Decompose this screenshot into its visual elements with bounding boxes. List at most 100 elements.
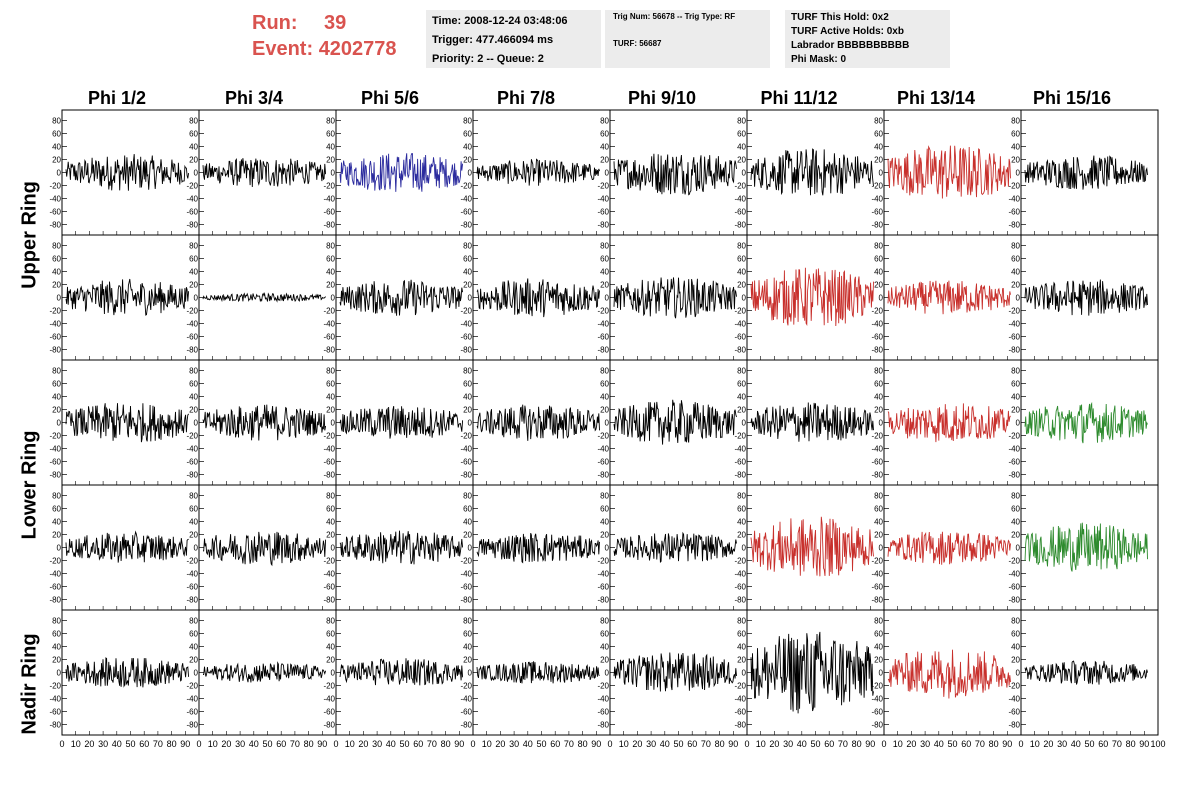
y-tick-label: 80 [52,117,61,126]
waveform-trace [887,403,1011,443]
y-tick-label: -40 [597,195,609,204]
y-tick-label: 0 [605,294,610,303]
waveform-trace [476,661,600,684]
y-tick-label: -20 [871,432,883,441]
y-tick-label: 60 [874,380,883,389]
y-tick-label: 80 [463,117,472,126]
waveform-trace [476,278,600,318]
y-tick-label: -80 [597,596,609,605]
x-tick-label: 80 [167,739,177,749]
y-tick-label: -80 [871,346,883,355]
y-tick-label: -80 [323,346,335,355]
x-tick-label: 70 [290,739,300,749]
y-tick-label: 60 [189,505,198,514]
y-tick-label: 20 [737,406,746,415]
x-tick-label: 40 [660,739,670,749]
y-tick-label: 0 [1016,294,1021,303]
x-tick-label: 20 [221,739,231,749]
x-tick-label: 70 [564,739,574,749]
time-line: Time: 2008-12-24 03:48:06 [432,15,568,27]
run-event-box: Run: 39 Event: 4202778 [252,10,397,62]
waveform-trace [65,657,190,688]
y-tick-label: 0 [194,294,199,303]
y-tick-label: 40 [874,518,883,527]
y-tick-label: 20 [874,281,883,290]
y-tick-label: 40 [1011,393,1020,402]
y-tick-label: -40 [323,320,335,329]
y-tick-label: 80 [1011,492,1020,501]
x-tick-label: 0 [59,739,64,749]
y-tick-label: 0 [57,669,62,678]
y-tick-label: -80 [323,471,335,480]
y-tick-label: 0 [331,544,336,553]
x-tick-label: 20 [632,739,642,749]
y-tick-label: 60 [874,630,883,639]
y-tick-label: 0 [742,669,747,678]
y-tick-label: -20 [323,557,335,566]
y-tick-label: -20 [597,307,609,316]
y-tick-label: -20 [186,307,198,316]
y-tick-label: -80 [597,346,609,355]
y-tick-label: -60 [323,583,335,592]
y-tick-label: -40 [186,570,198,579]
x-tick-label: 0 [196,739,201,749]
y-tick-label: 80 [326,117,335,126]
y-tick-label: 40 [52,518,61,527]
x-tick-label: 40 [386,739,396,749]
y-tick-label: 0 [879,294,884,303]
panel-frame [61,234,200,361]
y-tick-label: -80 [871,596,883,605]
x-tick-label: 50 [810,739,820,749]
y-tick-label: 60 [600,380,609,389]
y-tick-label: -40 [734,695,746,704]
phi-label-5: Phi 9/10 [627,88,697,108]
waveform-trace [750,148,874,196]
y-tick-label: -60 [49,708,61,717]
turf-active-line: TURF Active Holds: 0xb [791,26,904,37]
y-tick-label: -40 [734,445,746,454]
y-tick-label: -20 [460,307,472,316]
y-tick-label: -40 [49,695,61,704]
y-tick-label: 0 [468,294,473,303]
x-tick-label: 90 [317,739,327,749]
y-tick-label: 40 [189,268,198,277]
y-tick-label: -20 [49,182,61,191]
x-tick-label: 30 [783,739,793,749]
y-tick-label: 20 [1011,406,1020,415]
x-tick-label: 80 [578,739,588,749]
y-tick-label: -80 [1008,471,1020,480]
y-tick-label: -20 [186,557,198,566]
y-tick-label: 20 [874,531,883,540]
y-tick-label: 60 [737,630,746,639]
y-tick-label: -20 [734,557,746,566]
y-tick-label: -80 [49,221,61,230]
y-tick-label: -20 [186,682,198,691]
y-tick-label: -20 [1008,432,1020,441]
x-tick-label: 20 [84,739,94,749]
y-tick-label: -40 [871,320,883,329]
waveform-trace [1024,279,1148,316]
y-tick-label: 80 [326,242,335,251]
waveform-trace [202,531,327,567]
y-tick-label: 0 [468,169,473,178]
y-tick-label: 60 [189,630,198,639]
y-tick-label: -20 [460,432,472,441]
y-tick-label: 20 [737,656,746,665]
y-tick-label: 0 [605,544,610,553]
y-tick-label: 20 [600,656,609,665]
y-tick-label: 60 [1011,630,1020,639]
waveform-trace [887,145,1011,199]
y-tick-label: 80 [189,492,198,501]
y-tick-label: 80 [52,367,61,376]
y-tick-label: -80 [734,596,746,605]
y-tick-label: 40 [52,143,61,152]
waveform-trace [339,658,464,686]
y-tick-label: 20 [326,406,335,415]
y-tick-label: -80 [49,346,61,355]
y-tick-label: -60 [49,333,61,342]
y-tick-label: -60 [460,208,472,217]
y-tick-label: 60 [600,130,609,139]
y-tick-label: -40 [49,320,61,329]
x-tick-label: 60 [550,739,560,749]
y-tick-label: -80 [460,346,472,355]
